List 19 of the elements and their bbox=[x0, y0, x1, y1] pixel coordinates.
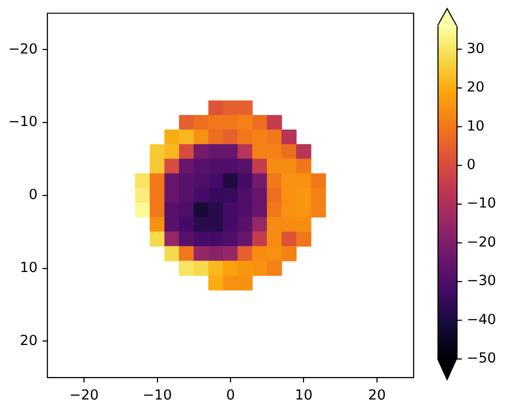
y-tick-label: −10 bbox=[8, 114, 38, 130]
y-tick-label: −20 bbox=[8, 41, 38, 58]
color-bar-label: 0 bbox=[466, 157, 476, 174]
color-bar-label: −20 bbox=[466, 234, 496, 250]
color-bar-label: 30 bbox=[466, 40, 484, 57]
color-bar-label: −30 bbox=[466, 273, 496, 290]
y-tick-label: 20 bbox=[20, 332, 38, 349]
y-tick-label: 0 bbox=[28, 187, 38, 204]
color-bar-label: 20 bbox=[466, 80, 484, 96]
x-tick-label: 0 bbox=[226, 387, 235, 404]
y-tick-label: 10 bbox=[20, 260, 38, 276]
x-tick-label: 10 bbox=[294, 387, 313, 404]
color-bar-label: −40 bbox=[466, 312, 496, 328]
color-bar-label: −50 bbox=[466, 350, 496, 367]
x-tick-label: −10 bbox=[142, 387, 172, 404]
x-tick-label: 20 bbox=[368, 387, 386, 404]
color-bar-label: 10 bbox=[466, 118, 484, 134]
color-bar-label: −10 bbox=[466, 196, 496, 212]
x-tick-label: −20 bbox=[69, 387, 99, 404]
